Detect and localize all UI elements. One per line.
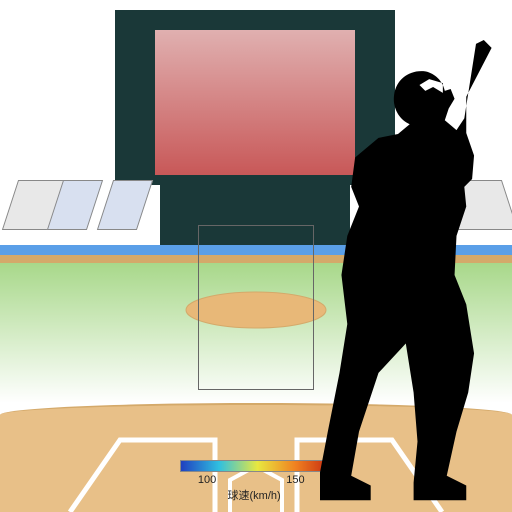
colorbar-tick-150: 150 — [286, 474, 304, 486]
speed-colorbar — [180, 460, 335, 472]
baseball-pitch-chart: 100 150 球速(km/h) — [0, 0, 512, 512]
batter-silhouette — [320, 40, 512, 510]
colorbar-tick-100: 100 — [198, 474, 216, 486]
strike-zone — [198, 225, 314, 390]
colorbar-axis-label: 球速(km/h) — [228, 487, 281, 503]
